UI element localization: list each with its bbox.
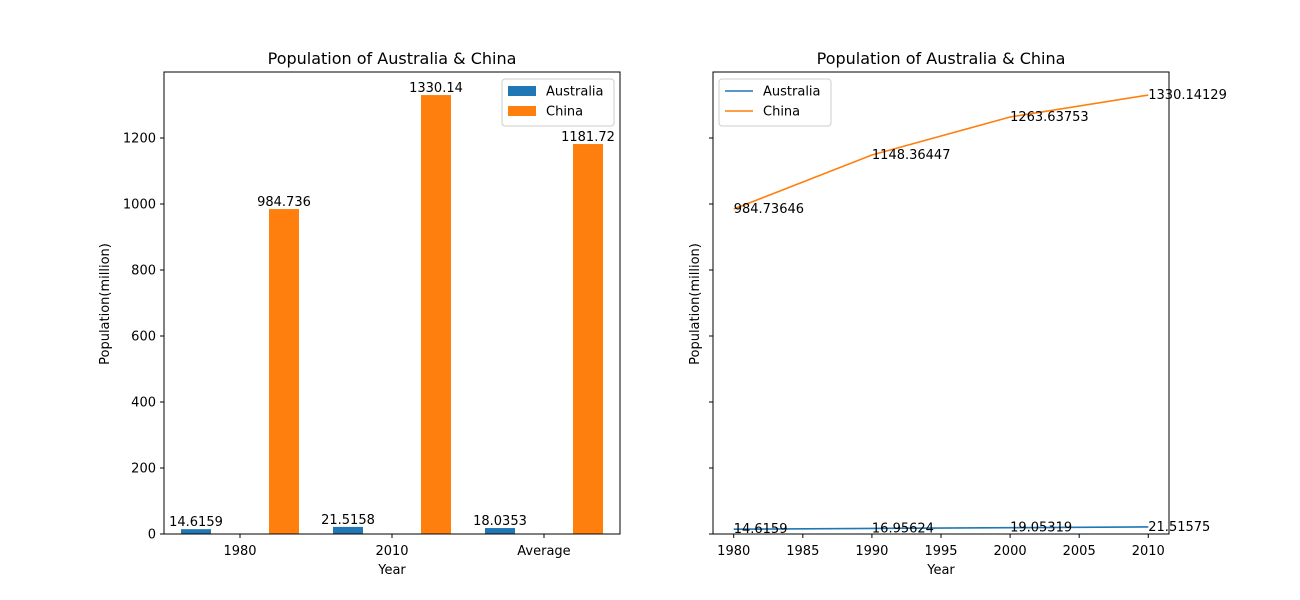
bar-y-tick-label: 0 xyxy=(148,528,156,543)
line-data-label: 984.73646 xyxy=(734,202,804,217)
line-x-tick-label: 1995 xyxy=(924,544,957,559)
bar-y-tick-label: 1200 xyxy=(123,132,156,147)
line-chart-x-axis-label: Year xyxy=(926,563,955,578)
line-legend-label: Australia xyxy=(763,85,821,100)
line-data-label: 21.51575 xyxy=(1148,520,1210,535)
line-data-label: 1330.14129 xyxy=(1148,88,1227,103)
line-series-china xyxy=(733,94,1149,210)
bar-china xyxy=(573,144,603,534)
bar-chart-y-axis-label: Population(million) xyxy=(98,243,113,365)
bar-y-tick-label: 400 xyxy=(131,396,156,411)
bar-data-label: 18.0353 xyxy=(473,514,527,529)
line-chart-plot-area: 1980 1985 1990 1995 2000 2005 2010 14.6159 16.95… xyxy=(709,71,1227,559)
line-chart: Population of Australia & China Year Pop… xyxy=(688,49,1227,578)
line-x-tick-label: 2005 xyxy=(1063,544,1096,559)
bar-x-tick-label: 1980 xyxy=(223,544,256,559)
line-x-tick-label: 1985 xyxy=(786,544,819,559)
bar-australia xyxy=(333,526,363,534)
line-plot-frame xyxy=(712,71,1170,535)
line-data-label: 19.05319 xyxy=(1010,521,1072,536)
line-x-tick-label: 2000 xyxy=(994,544,1027,559)
bar-data-label: 1330.14 xyxy=(409,81,463,96)
line-data-label: 14.6159 xyxy=(734,522,788,537)
line-legend-label: China xyxy=(763,105,800,120)
bar-data-label: 1181.72 xyxy=(561,130,615,145)
bar-x-tick-label: Average xyxy=(517,544,570,559)
line-data-label: 1148.36447 xyxy=(872,148,951,163)
bar-chart-title: Population of Australia & China xyxy=(268,49,517,68)
bar-legend-label: Australia xyxy=(546,85,604,100)
bar-data-label: 14.6159 xyxy=(169,515,223,530)
line-data-label: 1263.63753 xyxy=(1010,110,1089,125)
bar-plot-frame xyxy=(163,71,621,535)
bar-chart: Population of Australia & China Year Pop… xyxy=(98,49,621,578)
bar-china xyxy=(421,95,451,534)
bar-y-tick-label: 1000 xyxy=(123,198,156,213)
bar-data-label: 984.736 xyxy=(257,195,311,210)
bar-x-tick-label: 2010 xyxy=(375,544,408,559)
line-x-tick-label: 1990 xyxy=(855,544,888,559)
bar-legend-swatch xyxy=(508,86,536,96)
bar-chart-x-axis-label: Year xyxy=(377,563,406,578)
bar-y-tick-label: 800 xyxy=(131,264,156,279)
bar-y-tick-label: 200 xyxy=(131,462,156,477)
bar-australia xyxy=(485,528,515,534)
bar-y-tick-label: 600 xyxy=(131,330,156,345)
bar-china xyxy=(269,209,299,535)
bar-legend-label: China xyxy=(546,105,583,120)
line-chart-title: Population of Australia & China xyxy=(817,49,1066,68)
bar-legend-swatch xyxy=(508,106,536,116)
line-series-australia xyxy=(733,526,1149,530)
line-x-tick-label: 2010 xyxy=(1132,544,1165,559)
line-chart-y-axis-label: Population(million) xyxy=(688,243,703,365)
line-x-tick-label: 1980 xyxy=(717,544,750,559)
bar-australia xyxy=(181,529,211,534)
line-data-label: 16.95624 xyxy=(872,521,934,536)
bar-data-label: 21.5158 xyxy=(321,513,375,528)
